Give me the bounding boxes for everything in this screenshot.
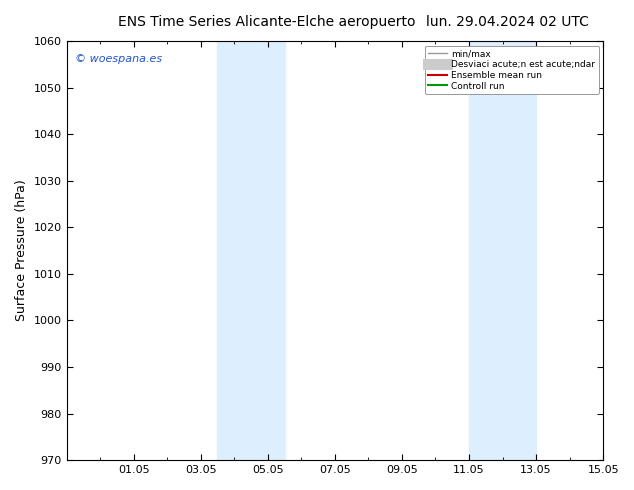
Text: ENS Time Series Alicante-Elche aeropuerto: ENS Time Series Alicante-Elche aeropuert…	[117, 15, 415, 29]
Bar	[469, 41, 536, 460]
Legend: min/max, Desviaci acute;n est acute;ndar, Ensemble mean run, Controll run: min/max, Desviaci acute;n est acute;ndar…	[425, 46, 598, 94]
Text: © woespana.es: © woespana.es	[75, 53, 162, 64]
Y-axis label: Surface Pressure (hPa): Surface Pressure (hPa)	[15, 180, 28, 321]
Text: lun. 29.04.2024 02 UTC: lun. 29.04.2024 02 UTC	[426, 15, 588, 29]
Bar	[217, 41, 285, 460]
